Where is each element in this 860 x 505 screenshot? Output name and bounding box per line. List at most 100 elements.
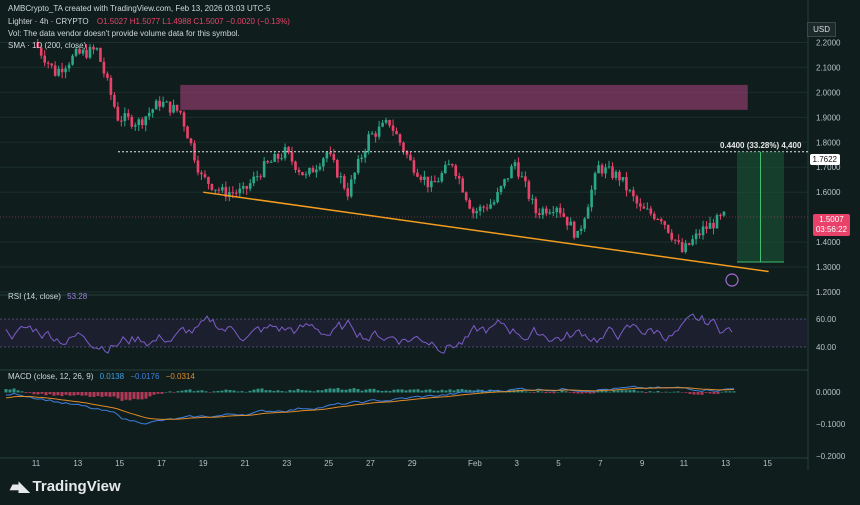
- candle-body[interactable]: [85, 49, 88, 58]
- candle-body[interactable]: [214, 189, 217, 191]
- candle-body[interactable]: [461, 178, 465, 193]
- candle-body[interactable]: [437, 181, 440, 183]
- candle-body[interactable]: [210, 183, 214, 190]
- candle-body[interactable]: [447, 164, 451, 166]
- candle-body[interactable]: [684, 243, 687, 253]
- candle-body[interactable]: [67, 64, 71, 69]
- sma-label[interactable]: SMA · 1D (200, close): [8, 41, 87, 50]
- candle-body[interactable]: [259, 176, 262, 178]
- candle-body[interactable]: [499, 186, 503, 193]
- candle-body[interactable]: [325, 152, 329, 159]
- candle-body[interactable]: [513, 162, 517, 167]
- candle-body[interactable]: [322, 158, 325, 167]
- candle-body[interactable]: [489, 204, 492, 209]
- candle-body[interactable]: [475, 210, 478, 214]
- candle-body[interactable]: [370, 133, 374, 135]
- candle-body[interactable]: [154, 100, 158, 110]
- candle-body[interactable]: [231, 192, 235, 194]
- macd-label-row[interactable]: MACD (close, 12, 26, 9) 0.0138 −0.0176 −…: [8, 372, 195, 381]
- candle-body[interactable]: [255, 176, 259, 178]
- candle-body[interactable]: [318, 166, 322, 170]
- candle-body[interactable]: [673, 239, 677, 241]
- candle-body[interactable]: [304, 174, 308, 176]
- supply-zone[interactable]: [180, 84, 748, 110]
- candle-body[interactable]: [60, 68, 64, 73]
- candle-body[interactable]: [391, 125, 395, 131]
- candle-body[interactable]: [186, 126, 189, 139]
- candle-body[interactable]: [430, 181, 433, 188]
- candle-body[interactable]: [464, 192, 468, 200]
- candle-body[interactable]: [39, 47, 43, 56]
- candle-body[interactable]: [600, 165, 604, 174]
- candle-body[interactable]: [646, 208, 649, 210]
- candle-body[interactable]: [632, 190, 635, 197]
- candle-body[interactable]: [182, 112, 186, 127]
- candle-body[interactable]: [565, 216, 569, 226]
- candle-body[interactable]: [639, 203, 642, 207]
- candle-body[interactable]: [555, 207, 559, 213]
- macd-line[interactable]: [6, 385, 735, 425]
- candle-body[interactable]: [569, 221, 572, 226]
- candle-body[interactable]: [698, 233, 701, 236]
- candle-body[interactable]: [116, 106, 120, 121]
- candle-body[interactable]: [548, 212, 552, 214]
- candle-body[interactable]: [597, 165, 600, 174]
- candle-body[interactable]: [423, 176, 426, 180]
- candle-body[interactable]: [541, 208, 545, 216]
- candle-body[interactable]: [311, 168, 315, 173]
- candle-body[interactable]: [297, 169, 301, 173]
- candle-body[interactable]: [57, 68, 60, 76]
- candle-body[interactable]: [349, 179, 353, 197]
- candle-body[interactable]: [168, 101, 172, 113]
- candle-body[interactable]: [133, 125, 137, 127]
- candle-body[interactable]: [290, 152, 294, 162]
- candle-body[interactable]: [492, 202, 496, 205]
- candle-body[interactable]: [454, 165, 458, 177]
- candle-body[interactable]: [708, 222, 712, 229]
- candle-body[interactable]: [614, 171, 618, 178]
- candle-body[interactable]: [140, 119, 144, 126]
- candle-body[interactable]: [158, 100, 161, 107]
- candle-body[interactable]: [652, 213, 656, 220]
- candle-body[interactable]: [520, 176, 524, 178]
- candle-body[interactable]: [412, 160, 416, 173]
- candle-body[interactable]: [353, 172, 357, 180]
- candle-body[interactable]: [374, 133, 377, 137]
- candle-body[interactable]: [694, 233, 698, 240]
- candle-body[interactable]: [670, 232, 674, 240]
- candle-body[interactable]: [503, 179, 506, 187]
- candle-body[interactable]: [315, 169, 318, 173]
- candle-body[interactable]: [50, 63, 53, 66]
- candle-body[interactable]: [147, 112, 151, 117]
- candle-body[interactable]: [280, 158, 283, 160]
- candle-body[interactable]: [534, 198, 538, 214]
- candle-body[interactable]: [165, 101, 168, 103]
- candle-body[interactable]: [74, 48, 78, 56]
- candle-body[interactable]: [478, 206, 482, 211]
- candle-body[interactable]: [92, 46, 95, 50]
- candle-body[interactable]: [262, 161, 266, 177]
- candle-body[interactable]: [367, 134, 370, 152]
- candle-body[interactable]: [269, 161, 273, 163]
- candle-body[interactable]: [621, 177, 625, 181]
- candle-body[interactable]: [221, 187, 224, 191]
- candle-body[interactable]: [468, 199, 471, 209]
- candle-body[interactable]: [377, 126, 381, 137]
- candle-body[interactable]: [172, 104, 175, 113]
- candle-body[interactable]: [130, 116, 134, 127]
- symbol-label[interactable]: Lighter · 4h · CRYPTO: [8, 17, 89, 26]
- candle-body[interactable]: [590, 189, 593, 208]
- candle-body[interactable]: [517, 162, 520, 177]
- candle-body[interactable]: [593, 173, 597, 190]
- candle-body[interactable]: [457, 176, 461, 179]
- candle-body[interactable]: [196, 160, 200, 173]
- candle-body[interactable]: [252, 176, 256, 184]
- candle-body[interactable]: [443, 164, 447, 174]
- candle-body[interactable]: [395, 130, 398, 135]
- candle-body[interactable]: [405, 151, 409, 155]
- candle-body[interactable]: [705, 226, 708, 229]
- candle-body[interactable]: [329, 152, 332, 155]
- currency-badge[interactable]: USD: [807, 22, 836, 37]
- candle-body[interactable]: [572, 221, 576, 238]
